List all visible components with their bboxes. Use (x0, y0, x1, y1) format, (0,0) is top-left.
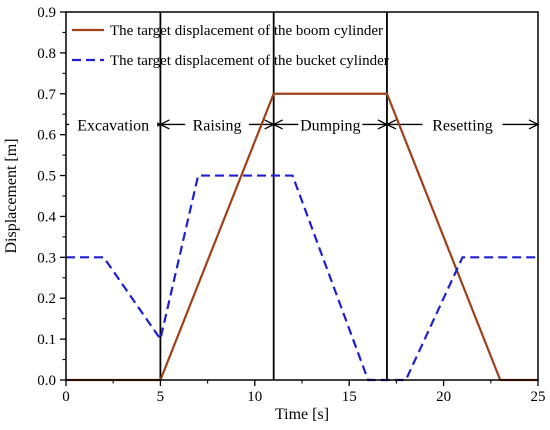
phase-label: Dumping (300, 117, 360, 134)
x-tick-label: 10 (247, 389, 262, 405)
phase-arrow-head (158, 119, 170, 130)
x-tick-label: 25 (531, 389, 546, 405)
legend-label-boom: The target displacement of the boom cyli… (110, 23, 383, 39)
y-tick-label: 0.4 (37, 209, 56, 225)
phase-arrow-head (385, 119, 397, 130)
phase-label: Raising (193, 117, 242, 134)
y-tick-label: 0.3 (37, 250, 56, 266)
legend-label-bucket: The target displacement of the bucket cy… (110, 53, 389, 69)
phase-boundaries (159, 12, 388, 380)
y-tick-label: 0.0 (37, 373, 56, 389)
x-axis-title: Time [s] (275, 406, 329, 423)
phase-label: Resetting (432, 117, 492, 134)
series-layer (66, 92, 538, 382)
x-tick-label: 20 (436, 389, 451, 405)
phase-arrow-head (272, 119, 283, 130)
phase-arrows: Excavation Raising Dumping Resetting (66, 113, 540, 136)
phase-label: Excavation (77, 117, 149, 134)
y-tick-label: 0.7 (37, 87, 56, 103)
y-tick-label: 0.5 (37, 169, 56, 185)
x-tick-label: 0 (62, 389, 70, 405)
y-tick-label: 0.2 (37, 291, 56, 307)
y-axis-title: Displacement [m] (3, 138, 20, 253)
phase-label-bg (422, 113, 503, 136)
x-tick-label: 5 (157, 389, 165, 405)
y-tick-label: 0.6 (37, 128, 56, 144)
y-tick-label: 0.9 (37, 5, 56, 21)
phase-label-bg (69, 113, 158, 136)
y-tick-label: 0.1 (37, 332, 56, 348)
bucket-cylinder-line (66, 174, 538, 382)
x-tick-label: 15 (342, 389, 357, 405)
legend: The target displacement of the boom cyli… (72, 23, 389, 69)
axis-ticks: 0 5 10 15 20 25 0.0 0.1 0.2 0.3 0.4 0.5 0.6 0.7 0.8 0.9 (37, 5, 545, 405)
boom-cylinder-line (66, 92, 538, 382)
phase-label-bg (185, 113, 250, 136)
phase-label-bg (298, 113, 363, 136)
y-tick-label: 0.8 (37, 46, 56, 62)
